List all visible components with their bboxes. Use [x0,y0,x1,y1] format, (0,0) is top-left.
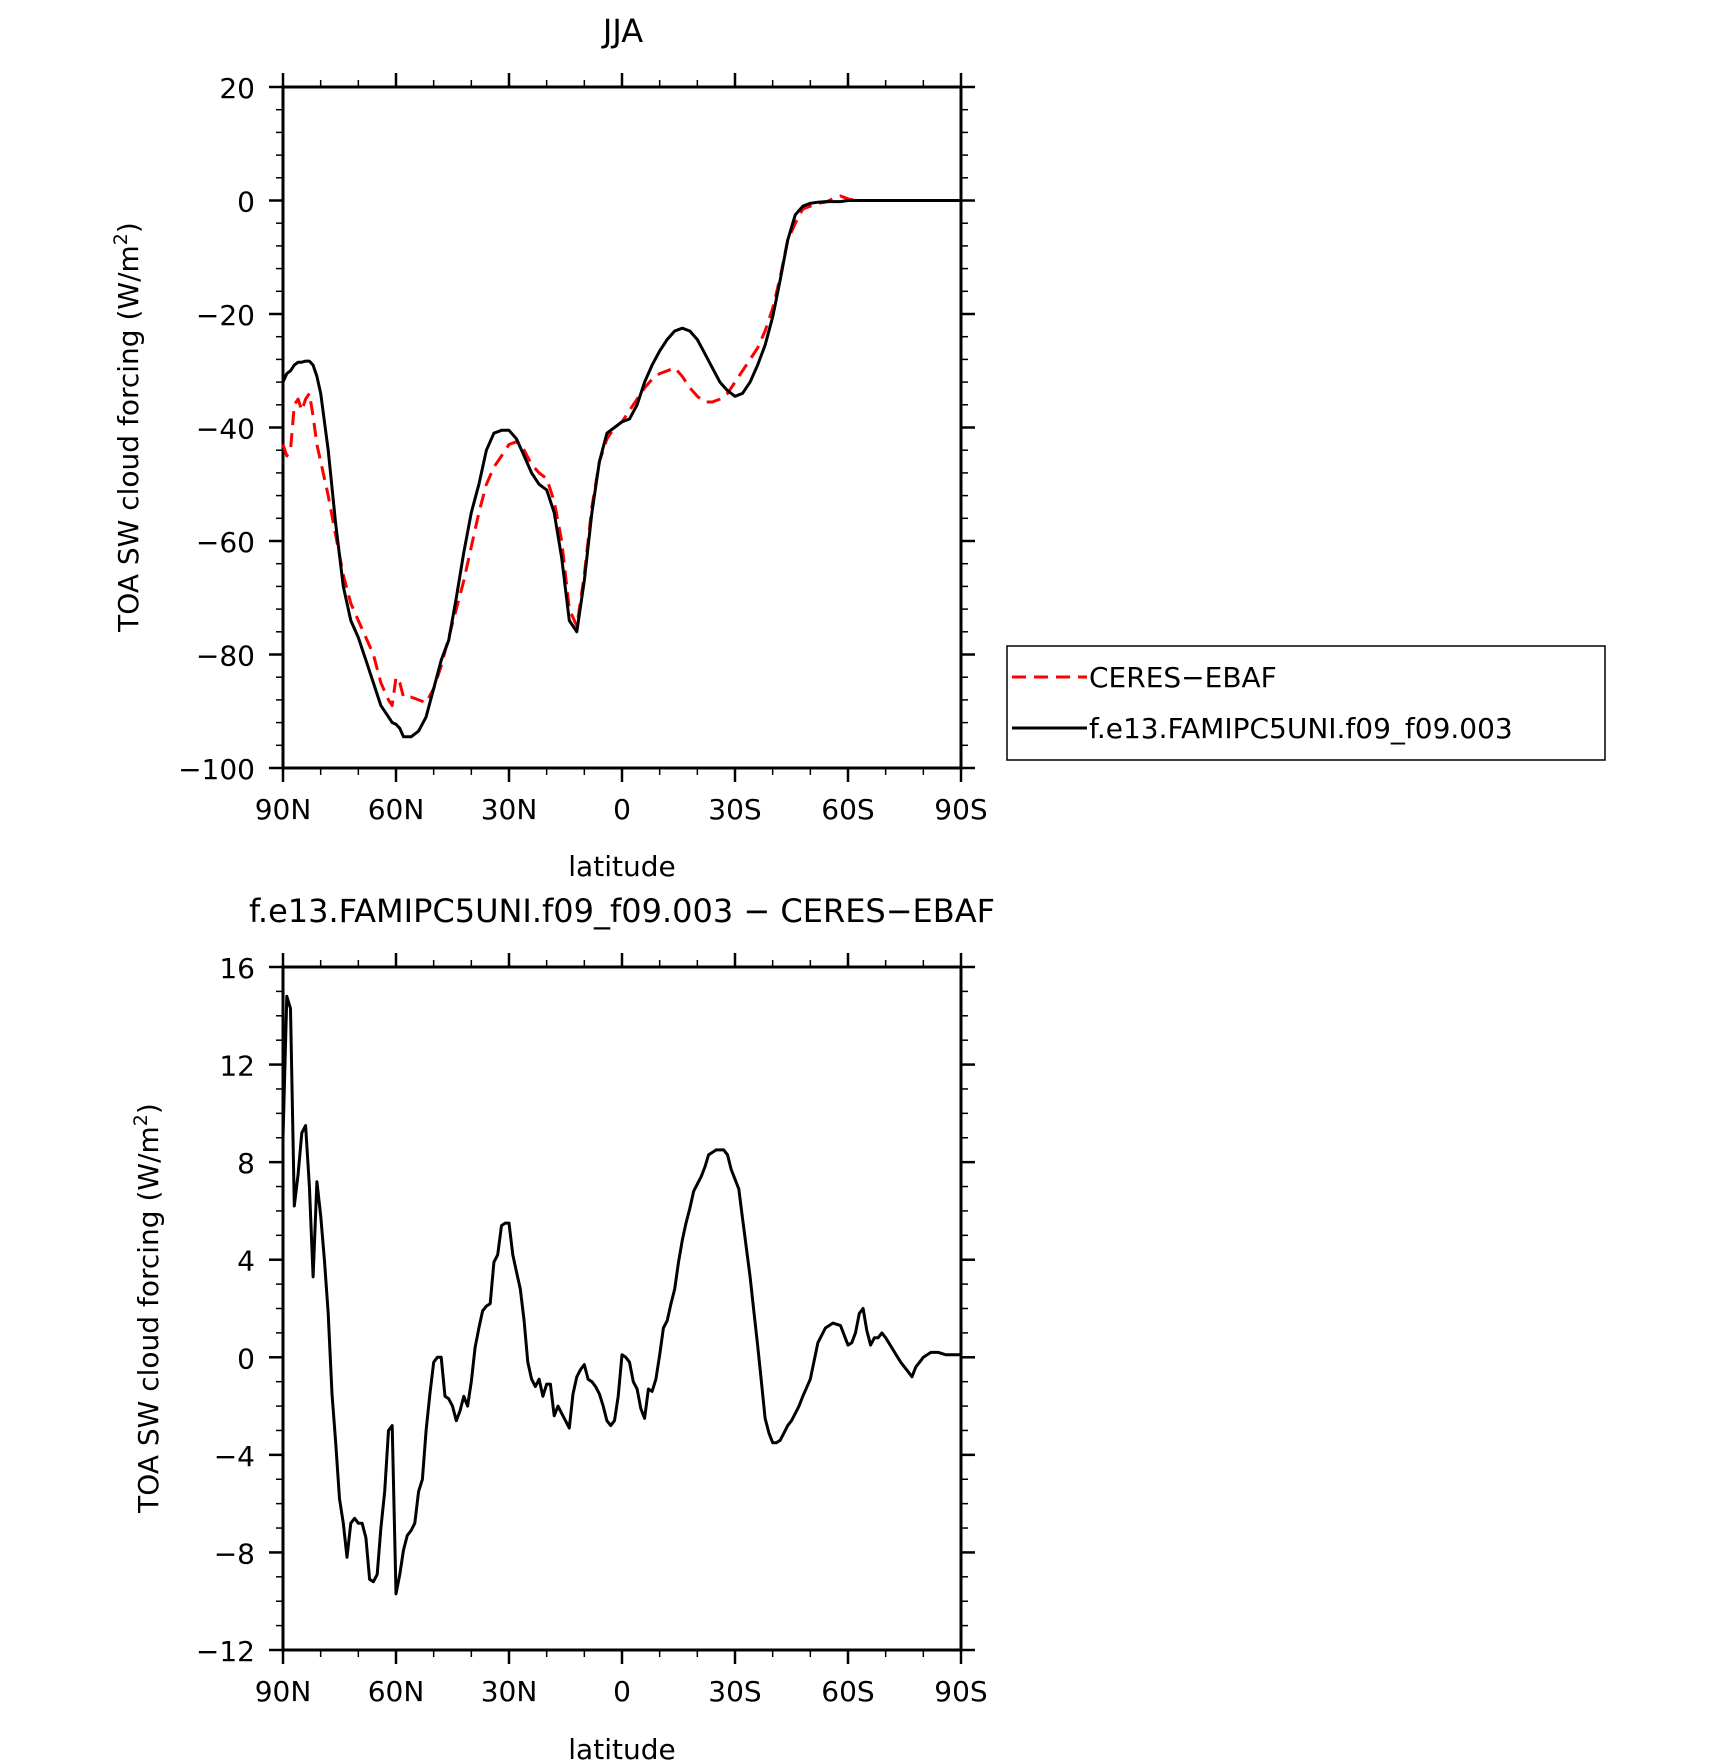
top-y-axis-label: TOA SW cloud forcing (W/m2) [110,222,145,633]
top-plot-frame [281,85,963,770]
x-tick-label: 0 [613,793,631,826]
top-panel-jja: JJA −100 −80 −60 −40 −20 0 20 90N 60N 30N 0 30S 60S… [110,12,1606,883]
x-tick-label: 60N [368,1675,425,1708]
y-tick-label: −20 [196,299,255,332]
series-ceres-ebaf-line [281,194,961,708]
y-tick-label: 16 [219,952,255,985]
legend-label-ceres: CERES−EBAF [1089,661,1277,694]
y-tick-label: 20 [219,72,255,105]
x-tick-label: 90S [934,1675,987,1708]
x-tick-label: 90S [934,793,987,826]
y-tick-label: −8 [214,1537,255,1570]
x-tick-label: 30S [708,1675,761,1708]
bottom-y-ticks: −12 −8 −4 0 4 8 12 16 [196,952,975,1668]
y-tick-label: 0 [237,186,255,219]
y-tick-label: 12 [219,1050,255,1083]
legend: CERES−EBAF f.e13.FAMIPC5UNI.f09_f09.003 [1006,645,1606,761]
y-tick-label: 4 [237,1245,255,1278]
y-tick-label: −80 [196,640,255,673]
x-tick-label: 60S [821,1675,874,1708]
x-tick-label: 60S [821,793,874,826]
bottom-series-lines [281,994,961,1596]
x-tick-label: 0 [613,1675,631,1708]
bottom-plot-frame [281,965,963,1652]
series-difference-line [281,994,961,1596]
bottom-x-ticks: 90N 60N 30N 0 30S 60S 90S [255,953,988,1708]
top-y-ticks: −100 −80 −60 −40 −20 0 20 [178,72,975,786]
bottom-panel-difference: f.e13.FAMIPC5UNI.f09_f09.003 − CERES−EBA… [130,892,995,1762]
top-series-lines [281,194,961,739]
x-tick-label: 30S [708,793,761,826]
series-model-line [281,199,961,739]
y-tick-label: 0 [237,1342,255,1375]
x-tick-label: 90N [255,793,312,826]
y-tick-label: −60 [196,526,255,559]
y-tick-label: −40 [196,413,255,446]
x-tick-label: 30N [481,1675,538,1708]
legend-box [1006,645,1606,761]
x-tick-label: 90N [255,1675,312,1708]
legend-label-model: f.e13.FAMIPC5UNI.f09_f09.003 [1089,712,1513,745]
bottom-y-axis-label: TOA SW cloud forcing (W/m2) [130,1103,165,1514]
top-panel-title: JJA [601,12,643,50]
top-x-axis-label: latitude [568,850,675,883]
bottom-panel-title: f.e13.FAMIPC5UNI.f09_f09.003 − CERES−EBA… [249,892,995,930]
bottom-x-axis-label: latitude [568,1733,675,1762]
x-tick-label: 60N [368,793,425,826]
top-x-ticks: 90N 60N 30N 0 30S 60S 90S [255,73,988,826]
x-tick-label: 30N [481,793,538,826]
y-tick-label: 8 [237,1147,255,1180]
y-tick-label: −4 [214,1440,255,1473]
y-tick-label: −100 [178,753,255,786]
y-tick-label: −12 [196,1635,255,1668]
